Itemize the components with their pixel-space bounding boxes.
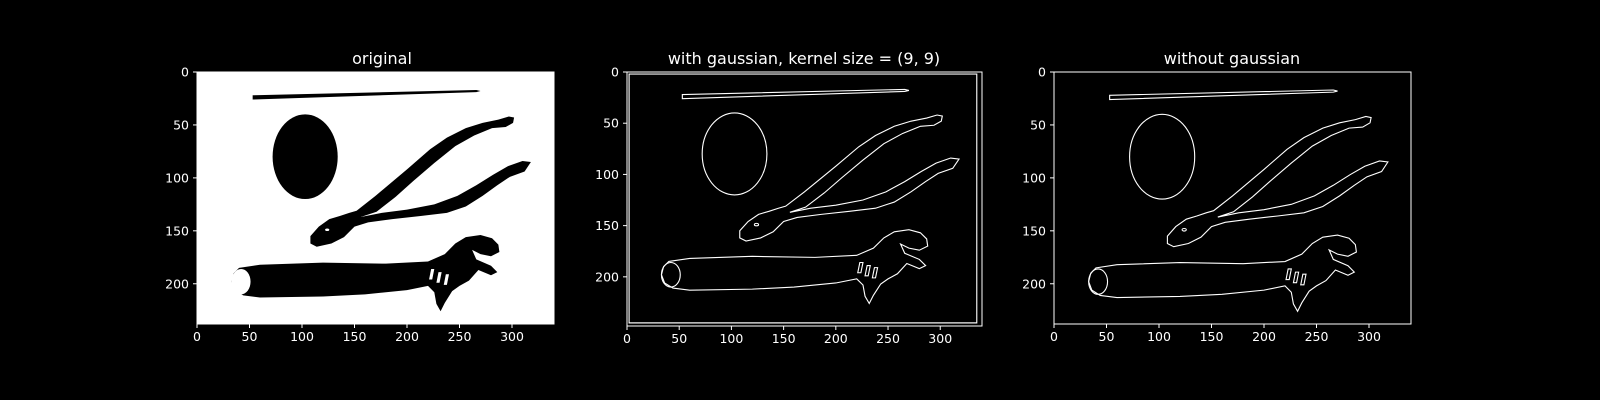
y-tick-label: 50 [603,116,619,131]
y-tick-label: 0 [611,65,619,80]
panel-without-gaussian: without gaussian 0 50 100 150 200 250 300 0 50 10… [1022,49,1412,344]
axes-frame [626,71,983,327]
pliers-shape [1166,115,1389,248]
axes: 0 50 100 150 200 250 300 0 50 100 150 200 [595,65,983,346]
wrench-slot [429,268,435,280]
x-tick-label: 200 [395,329,419,344]
axes: 0 50 100 150 200 250 300 0 50 100 150 200 [165,65,555,344]
x-tick-label: 50 [671,331,687,346]
wrench-shape [1088,234,1358,313]
pliers-hole [1181,227,1187,232]
x-tick-label: 150 [343,329,367,344]
axes-frame [1053,71,1412,325]
y-tick-label: 100 [595,167,619,182]
wrench-slot [871,267,879,279]
panel-original: original 0 50 100 150 200 250 300 0 50 100 150 200 [165,49,555,344]
wrench-shape [660,229,929,305]
image-area [627,72,982,326]
panel-title: original [352,49,412,68]
wrench-slot [864,265,871,277]
axes-frame [196,71,555,325]
x-tick-label: 0 [1050,329,1058,344]
pencil-shape [681,88,910,100]
image-area [1054,72,1411,324]
wrench-hole [231,268,251,295]
y-tick-label: 50 [1030,117,1046,132]
wrench-slot [857,261,864,274]
panel-title: with gaussian, kernel size = (9, 9) [668,49,940,68]
ellipse-shape [1129,113,1196,200]
image-background [627,72,982,326]
image-background [1054,72,1411,324]
x-tick-label: 100 [290,329,314,344]
x-tick-label: 0 [623,331,631,346]
x-tick-label: 150 [1200,329,1224,344]
wrench-slot [443,274,449,285]
image-area [197,72,554,324]
wrench-slot [1292,271,1300,284]
x-tick-label: 300 [928,331,952,346]
y-tick-label: 200 [165,276,189,291]
axes: 0 50 100 150 200 250 300 0 50 100 150 200 [1022,65,1412,344]
x-tick-label: 250 [876,331,900,346]
wrench-hole [660,261,681,288]
pliers-hole [753,222,760,227]
pencil-shape [252,90,481,100]
y-tick-label: 150 [165,223,189,238]
image-content [1088,89,1389,313]
wrench-shape [231,235,500,312]
x-tick-label: 300 [1357,329,1381,344]
ellipse-shape [701,112,768,196]
y-tick-label: 0 [1038,65,1046,80]
pliers-hole [325,228,330,232]
wrench-slot [1285,268,1292,281]
x-tick-label: 150 [772,331,796,346]
wrench-hole [1088,268,1109,295]
x-tick-label: 50 [242,329,258,344]
y-tick-label: 100 [165,170,189,185]
x-tick-label: 200 [1252,329,1276,344]
pencil-shape [1109,89,1338,101]
y-tick-label: 0 [181,65,189,80]
ellipse-shape [272,114,338,200]
x-tick-label: 0 [193,329,201,344]
image-content [628,73,978,324]
pliers-shape [310,116,531,247]
x-tick-label: 250 [448,329,472,344]
x-tick-label: 50 [1099,329,1115,344]
y-tick-label: 100 [1022,170,1046,185]
y-tick-label: 200 [1022,276,1046,291]
wrench-slot [436,272,442,283]
wrench-slot [1300,273,1307,286]
y-tick-label: 50 [173,117,189,132]
y-tick-label: 150 [595,218,619,233]
panel-with-gaussian: with gaussian, kernel size = (9, 9) 0 50 1… [595,49,983,346]
x-tick-label: 100 [719,331,743,346]
panel-title: without gaussian [1164,49,1300,68]
image-content [231,90,531,312]
x-tick-label: 100 [1147,329,1171,344]
x-tick-label: 250 [1305,329,1329,344]
y-tick-label: 200 [595,269,619,284]
y-tick-label: 150 [1022,223,1046,238]
pliers-shape [739,114,960,242]
x-tick-label: 200 [824,331,848,346]
x-tick-label: 300 [500,329,524,344]
